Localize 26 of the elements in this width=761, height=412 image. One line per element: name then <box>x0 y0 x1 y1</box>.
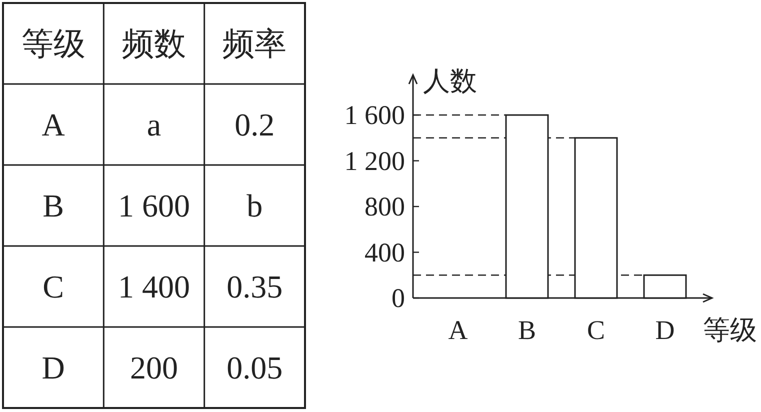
text: A <box>42 106 65 142</box>
text: 频率 <box>222 26 287 62</box>
y-tick-label: 400 <box>364 237 405 268</box>
text: 1 600 <box>118 188 190 224</box>
text: a <box>146 106 162 142</box>
text: B <box>42 188 64 224</box>
text: 0.05 <box>226 350 283 386</box>
text: D <box>42 350 65 386</box>
x-tick-label: D <box>655 315 675 345</box>
text: b <box>246 188 263 224</box>
text: 等级 <box>21 26 86 62</box>
y-tick-label: 1 200 <box>344 146 405 176</box>
x-tick-label: B <box>518 315 536 345</box>
text: 1 400 <box>118 268 190 304</box>
x-axis-title: 等级 <box>703 315 757 345</box>
text: C <box>42 268 64 304</box>
text: 频数 <box>122 26 186 62</box>
y-tick-label: 0 <box>392 283 405 313</box>
x-tick-label: A <box>448 315 468 345</box>
text: 0.2 <box>234 106 275 142</box>
y-tick-label: 1 600 <box>344 100 405 130</box>
text: 200 <box>130 350 178 386</box>
y-tick-label: 800 <box>364 192 405 222</box>
x-tick-label: C <box>586 315 606 345</box>
text: 0.35 <box>226 268 283 304</box>
y-axis-title: 人数 <box>423 66 477 96</box>
